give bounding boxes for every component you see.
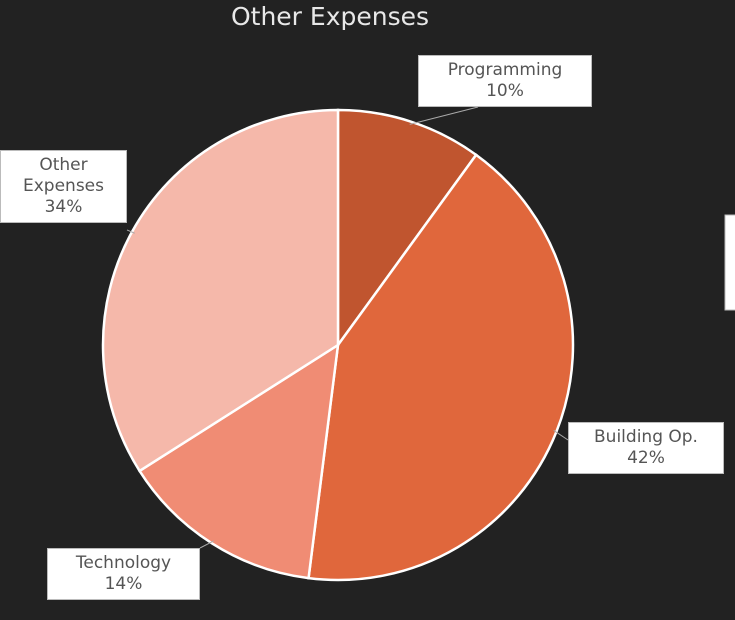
pie-slice	[336, 108, 478, 349]
label-category: Other Expenses	[23, 155, 104, 196]
label-value: 34%	[44, 197, 83, 217]
legend-box	[724, 214, 735, 311]
leader-line	[199, 540, 214, 549]
data-label: Programming 10%	[418, 55, 592, 107]
label-value: 42%	[627, 448, 665, 468]
label-value: 14%	[104, 574, 143, 594]
pie-slice	[307, 153, 575, 582]
data-label: Building Op. 42%	[568, 422, 724, 474]
data-label: Technology 14%	[47, 548, 200, 600]
label-value: 10%	[486, 81, 524, 101]
pie-slice	[137, 342, 340, 580]
label-category: Building Op.	[594, 427, 698, 447]
leader-line	[409, 106, 479, 125]
leader-line	[553, 429, 569, 441]
data-label: Other Expenses 34%	[0, 150, 127, 223]
leader-line	[126, 229, 135, 234]
label-category: Programming	[447, 60, 563, 80]
chart-title: Other Expenses	[230, 2, 430, 31]
label-category: Technology	[75, 553, 172, 573]
